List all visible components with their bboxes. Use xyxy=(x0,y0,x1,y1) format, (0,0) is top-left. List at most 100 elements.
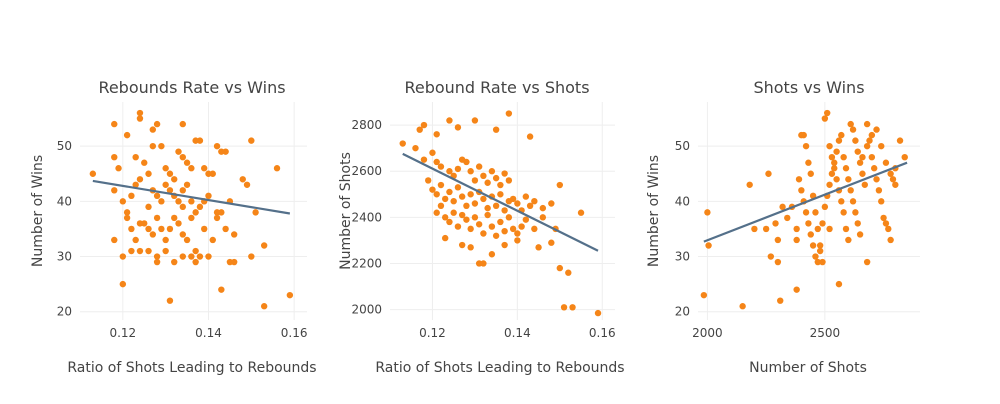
data-point xyxy=(484,204,491,212)
data-point xyxy=(136,115,144,122)
data-point xyxy=(205,192,212,200)
data-point xyxy=(158,225,165,233)
data-point xyxy=(175,220,182,227)
data-point xyxy=(111,120,118,128)
data-point xyxy=(218,209,225,216)
data-point xyxy=(556,181,564,189)
data-point xyxy=(849,126,857,133)
data-point xyxy=(863,120,871,128)
data-point xyxy=(441,214,449,221)
data-point xyxy=(162,236,169,244)
data-point xyxy=(821,115,829,122)
y-tick-label: 40 xyxy=(57,194,72,208)
data-point xyxy=(802,142,810,150)
x-tick-label: 0.12 xyxy=(419,326,446,340)
data-point xyxy=(123,209,131,216)
data-point xyxy=(471,177,479,184)
data-point xyxy=(863,142,871,150)
data-point xyxy=(196,137,204,144)
y-tick-label: 2800 xyxy=(351,118,382,132)
data-point xyxy=(158,198,165,205)
data-point xyxy=(188,198,195,205)
data-point xyxy=(793,286,800,293)
data-point xyxy=(192,258,199,266)
data-point xyxy=(153,253,161,260)
data-point xyxy=(471,117,479,124)
data-point xyxy=(840,209,847,216)
data-point xyxy=(835,280,843,288)
data-point xyxy=(248,253,255,260)
subplot-title: Rebound Rate vs Shots xyxy=(404,78,589,97)
data-point xyxy=(475,221,483,228)
data-point xyxy=(705,242,712,249)
data-point xyxy=(845,236,852,244)
data-point xyxy=(802,209,810,216)
data-point xyxy=(179,187,186,194)
data-point xyxy=(480,172,487,180)
data-point xyxy=(492,126,500,133)
data-point xyxy=(175,148,182,155)
data-point xyxy=(111,236,118,244)
data-point xyxy=(565,269,572,276)
x-tick-label: 0.14 xyxy=(504,326,531,340)
data-point xyxy=(454,184,462,191)
data-point xyxy=(412,144,419,152)
data-point xyxy=(145,203,152,211)
data-point xyxy=(467,168,474,175)
data-point xyxy=(484,211,491,219)
data-point xyxy=(873,176,880,183)
data-point xyxy=(505,177,513,184)
data-point xyxy=(831,159,838,166)
data-point xyxy=(492,202,500,210)
data-point xyxy=(218,286,225,293)
data-point xyxy=(488,251,496,258)
data-point xyxy=(501,170,508,177)
data-point xyxy=(213,214,221,222)
trend-line xyxy=(703,161,908,243)
data-point xyxy=(209,170,216,177)
data-point xyxy=(501,241,508,249)
data-point xyxy=(420,121,428,129)
data-point xyxy=(522,193,530,200)
data-point xyxy=(518,223,525,230)
data-point xyxy=(887,236,894,244)
data-point xyxy=(437,163,445,170)
data-point xyxy=(183,159,191,166)
data-point xyxy=(183,236,191,244)
data-point xyxy=(838,131,845,139)
data-point xyxy=(136,247,144,255)
data-point xyxy=(807,231,814,238)
data-point xyxy=(467,244,474,251)
data-point xyxy=(433,209,440,216)
data-point xyxy=(196,253,204,260)
y-tick-label: 40 xyxy=(675,194,690,208)
x-tick-label: 0.16 xyxy=(281,326,308,340)
data-point xyxy=(248,137,255,144)
data-point xyxy=(852,209,859,216)
data-point xyxy=(746,181,753,188)
data-point xyxy=(463,216,470,223)
data-point xyxy=(429,149,436,156)
data-point xyxy=(814,225,822,233)
subplot-2: 0.12 0.14 0.16 2000 2200 2400 2600 2800 Rebound … xyxy=(338,78,625,376)
data-point xyxy=(484,179,491,186)
data-point xyxy=(882,159,890,166)
data-point xyxy=(471,200,479,207)
data-point xyxy=(145,170,152,177)
data-point xyxy=(887,170,894,177)
data-point xyxy=(767,253,775,260)
subplot-1: 0.12 0.14 0.16 20 30 40 50 Rebounds Rate vs Win… xyxy=(30,78,317,376)
data-point xyxy=(179,231,186,238)
x-axis-label: Ratio of Shots Leading to Rebounds xyxy=(67,360,316,376)
y-tick-label: 50 xyxy=(57,139,72,153)
data-point xyxy=(852,137,859,144)
data-point xyxy=(222,148,229,155)
data-point xyxy=(166,225,174,233)
data-point xyxy=(800,131,807,139)
data-point xyxy=(433,131,440,138)
y-tick-label: 2600 xyxy=(351,164,382,178)
data-point xyxy=(856,159,864,166)
data-point xyxy=(861,181,868,188)
data-point xyxy=(153,120,161,128)
data-point xyxy=(89,170,97,177)
